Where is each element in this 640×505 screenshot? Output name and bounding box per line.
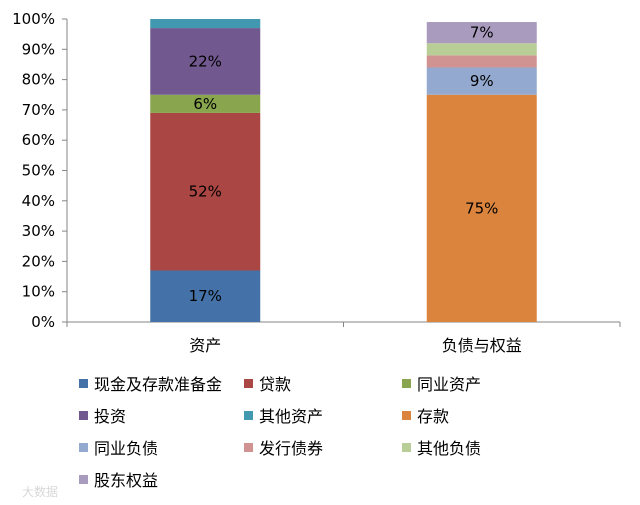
legend-label: 发行债券 <box>259 439 323 458</box>
legend-label: 其他资产 <box>259 407 323 426</box>
legend-label: 同业资产 <box>417 375 481 394</box>
legend-swatch <box>402 443 411 452</box>
data-label: 22% <box>189 52 222 70</box>
bar-segment <box>426 43 537 56</box>
data-label: 75% <box>465 199 498 217</box>
bar-segment <box>426 55 537 68</box>
y-tick-label: 70% <box>22 101 55 119</box>
data-label: 7% <box>470 24 494 42</box>
y-tick-label: 40% <box>22 192 55 210</box>
bar-segment <box>150 270 261 322</box>
legend-swatch <box>244 411 253 420</box>
y-tick-label: 10% <box>22 283 55 301</box>
y-tick-label: 60% <box>22 131 55 149</box>
legend-swatch <box>402 411 411 420</box>
legend-label: 其他负债 <box>417 439 481 458</box>
legend-label: 现金及存款准备金 <box>94 375 222 394</box>
y-tick-label: 80% <box>22 71 55 89</box>
legend-swatch <box>79 443 88 452</box>
legend-swatch <box>79 475 88 484</box>
legend-label: 股东权益 <box>94 471 158 490</box>
legend-swatch <box>79 379 88 388</box>
y-tick-label: 30% <box>22 222 55 240</box>
bars <box>150 19 537 322</box>
data-label: 17% <box>189 287 222 305</box>
data-label: 52% <box>189 183 222 201</box>
y-tick-label: 100% <box>12 10 55 28</box>
legend-label: 同业负债 <box>94 439 158 458</box>
bar-segment <box>426 22 537 44</box>
y-tick-label: 0% <box>31 313 55 331</box>
legend-label: 贷款 <box>259 375 291 394</box>
data-label: 6% <box>193 95 217 113</box>
bar-segment <box>150 112 261 271</box>
legend-label: 存款 <box>417 407 449 426</box>
y-tick-label: 20% <box>22 252 55 270</box>
bar-segment <box>150 94 261 113</box>
category-label: 负债与权益 <box>442 336 522 355</box>
bar-segment <box>426 94 537 322</box>
legend-swatch <box>402 379 411 388</box>
watermark: 大数据 <box>22 484 58 499</box>
legend-label: 投资 <box>94 407 126 426</box>
data-labels: 17% 52% 6% 22% 75% 9% 7% <box>189 24 499 306</box>
legend-swatch <box>79 411 88 420</box>
legend-swatch <box>244 379 253 388</box>
bar-segment <box>426 67 537 95</box>
y-tick-label: 90% <box>22 40 55 58</box>
y-tick-label: 50% <box>22 162 55 180</box>
legend-swatch <box>244 443 253 452</box>
category-label: 资产 <box>189 336 221 355</box>
bar-segment <box>150 19 261 29</box>
data-label: 9% <box>470 72 494 90</box>
axes: 0% 10% 20% 30% 40% 50% 60% 70% 80% 90% 100% 资产 负债与权益 <box>12 10 621 355</box>
bar-segment <box>150 28 261 95</box>
